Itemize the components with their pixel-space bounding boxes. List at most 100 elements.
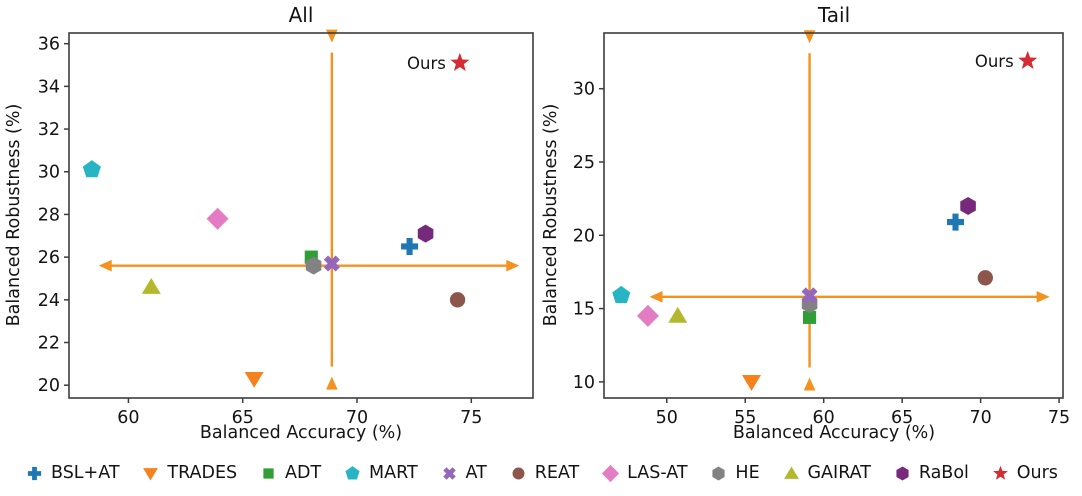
legend-marker-AT bbox=[442, 466, 456, 480]
legend-label: MART bbox=[369, 463, 418, 483]
legend-item-TRADES: TRADES bbox=[141, 463, 237, 483]
x-tick-label: 55 bbox=[734, 408, 756, 428]
adt-marker-icon bbox=[263, 467, 274, 479]
plot-title-all: All bbox=[288, 3, 314, 27]
point-AT bbox=[801, 287, 818, 304]
y-tick-label: 26 bbox=[38, 248, 60, 268]
legend-marker-RaBol bbox=[896, 465, 909, 481]
y-tick-label: 10 bbox=[573, 373, 595, 393]
point-HE bbox=[305, 256, 322, 275]
legend-label: GAIRAT bbox=[807, 463, 871, 483]
arrowhead bbox=[326, 376, 338, 390]
scatter-plot-tail: 50 55 60 65 70 75 10 15 20 25 30 Ours bbox=[573, 30, 1070, 428]
legend-label: ADT bbox=[285, 463, 322, 483]
point-TRADES bbox=[742, 375, 762, 391]
legend-label: RaBol bbox=[918, 463, 969, 483]
y-tick-label: 28 bbox=[38, 205, 60, 225]
he-marker-icon bbox=[712, 465, 726, 481]
y-tick-label: 15 bbox=[573, 300, 595, 320]
x-tick-label: 70 bbox=[969, 408, 991, 428]
legend: BSL+AT TRADES ADT MART AT REAT LAS-AT HE GAIRAT R… bbox=[0, 452, 1082, 494]
point-MART bbox=[612, 285, 631, 304]
legend-marker-MART bbox=[345, 465, 360, 479]
point-LAS-AT bbox=[206, 207, 229, 230]
legend-label: Ours bbox=[1016, 463, 1058, 483]
x-tick-label: 65 bbox=[891, 408, 913, 428]
ours-annotation-label: Ours bbox=[975, 52, 1014, 71]
y-tick-label: 22 bbox=[38, 334, 60, 354]
legend-item-ADT: ADT bbox=[259, 463, 321, 483]
legend-item-REAT: REAT bbox=[509, 463, 580, 483]
y-tick-label: 25 bbox=[573, 153, 595, 173]
point-REAT bbox=[449, 292, 466, 308]
x-tick-label: 75 bbox=[460, 408, 482, 428]
x-tick-label: 75 bbox=[1048, 408, 1070, 428]
legend-marker-ADT bbox=[263, 467, 274, 479]
bsl+at-marker-icon bbox=[27, 466, 42, 480]
ours-marker-icon bbox=[992, 465, 1008, 480]
x-tick-label: 60 bbox=[813, 408, 835, 428]
point-Ours bbox=[1018, 50, 1038, 69]
legend-marker-LAS-AT bbox=[602, 464, 620, 482]
arrowhead bbox=[649, 291, 663, 303]
point-BSL+AT bbox=[947, 213, 965, 231]
y-tick-label: 30 bbox=[38, 163, 60, 183]
mart-marker-icon bbox=[345, 465, 360, 479]
legend-label: BSL+AT bbox=[51, 463, 120, 483]
point-GAIRAT bbox=[141, 277, 161, 294]
point-AT bbox=[323, 255, 340, 272]
ours-annotation-label: Ours bbox=[407, 54, 446, 73]
legend-marker-GAIRAT bbox=[783, 465, 799, 479]
arrowhead bbox=[326, 29, 338, 43]
point-GAIRAT bbox=[668, 306, 688, 323]
legend-item-Ours: Ours bbox=[991, 463, 1058, 483]
plot-frame bbox=[603, 32, 1064, 399]
reat-marker-icon bbox=[512, 467, 525, 479]
legend-item-LAS-AT: LAS-AT bbox=[601, 463, 688, 483]
legend-item-MART: MART bbox=[343, 463, 418, 483]
x-axis-label-tail: Balanced Accuracy (%) bbox=[732, 423, 936, 443]
point-REAT bbox=[977, 270, 993, 286]
arrowhead bbox=[1036, 291, 1050, 303]
arrowhead bbox=[803, 377, 816, 391]
arrowhead bbox=[506, 259, 520, 272]
legend-item-RaBol: RaBol bbox=[893, 463, 969, 483]
y-tick-label: 34 bbox=[38, 77, 60, 97]
point-MART bbox=[82, 160, 101, 178]
point-TRADES bbox=[244, 371, 264, 388]
las-at-marker-icon bbox=[602, 464, 620, 482]
point-RaBol bbox=[417, 224, 434, 243]
legend-marker-Ours bbox=[992, 465, 1008, 480]
point-BSL+AT bbox=[401, 237, 419, 255]
legend-label: LAS-AT bbox=[627, 463, 688, 483]
point-Ours bbox=[450, 52, 470, 71]
point-LAS-AT bbox=[636, 304, 659, 327]
legend-label: AT bbox=[465, 463, 487, 483]
arrowhead bbox=[98, 259, 112, 272]
scatter-plot-all: 60 65 70 75 20 22 24 26 28 30 32 34 36 Ours bbox=[38, 29, 534, 428]
y-tick-label: 32 bbox=[38, 120, 60, 140]
legend-item-HE: HE bbox=[709, 463, 760, 483]
legend-item-BSL+AT: BSL+AT bbox=[25, 463, 120, 483]
rabol-marker-icon bbox=[896, 465, 909, 481]
legend-label: REAT bbox=[534, 463, 580, 483]
legend-marker-TRADES bbox=[143, 467, 159, 481]
point-RaBol bbox=[960, 196, 976, 215]
legend-label: HE bbox=[735, 463, 760, 483]
y-tick-label: 20 bbox=[38, 376, 60, 396]
gairat-marker-icon bbox=[783, 465, 799, 479]
trades-marker-icon bbox=[143, 467, 159, 481]
legend-item-AT: AT bbox=[440, 463, 487, 483]
x-tick-label: 70 bbox=[346, 408, 368, 428]
legend-item-GAIRAT: GAIRAT bbox=[782, 463, 871, 483]
point-ADT bbox=[803, 310, 817, 324]
y-tick-label: 36 bbox=[38, 35, 60, 55]
legend-marker-REAT bbox=[512, 467, 525, 479]
x-tick-label: 65 bbox=[232, 408, 254, 428]
legend-label: TRADES bbox=[167, 463, 238, 483]
plot-frame bbox=[68, 32, 534, 399]
at-marker-icon bbox=[442, 466, 456, 480]
y-tick-label: 24 bbox=[38, 291, 60, 311]
y-tick-label: 30 bbox=[573, 80, 595, 100]
